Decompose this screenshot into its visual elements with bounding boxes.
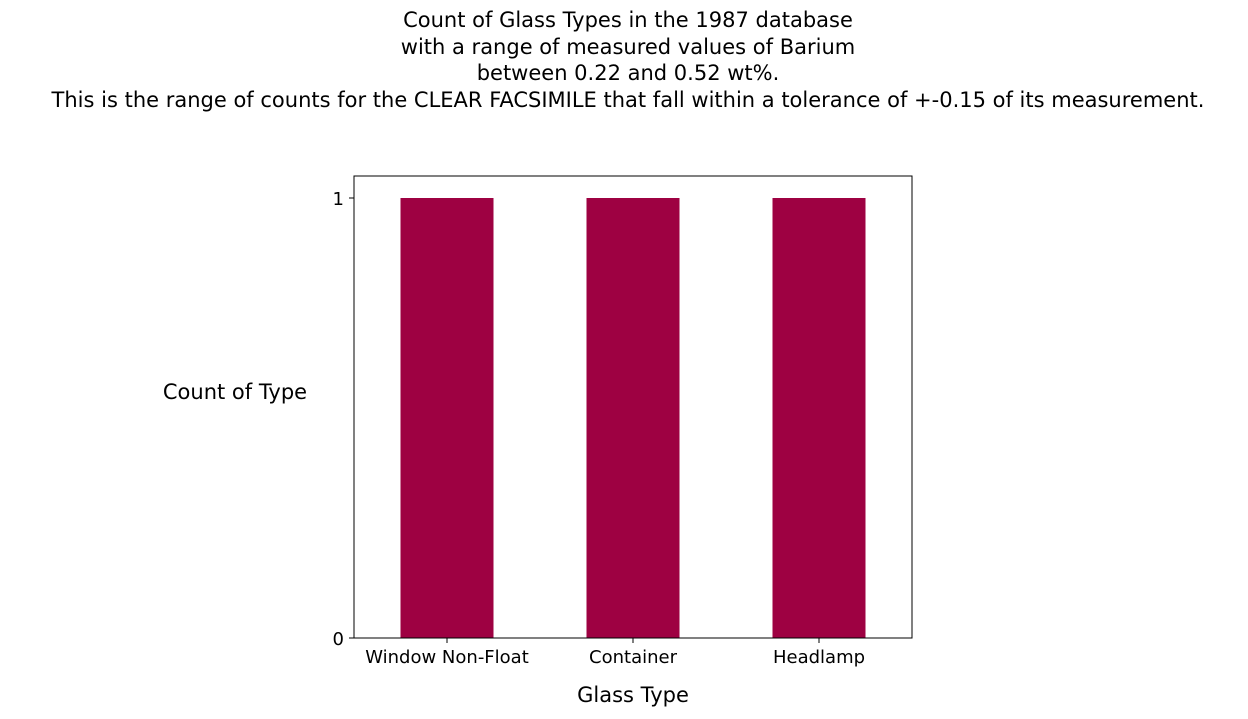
chart-title-line: Count of Glass Types in the 1987 databas…	[403, 8, 853, 32]
y-tick-label: 1	[333, 189, 344, 210]
plot-frame	[353, 175, 913, 639]
y-tick-label: 0	[333, 629, 344, 650]
chart-title-line: This is the range of counts for the CLEA…	[51, 87, 1205, 112]
x-tick-label: Container	[589, 647, 678, 668]
axes-layer: Window Non-Float Container Headlamp 0 1	[333, 175, 913, 668]
bars-layer	[400, 198, 866, 638]
x-axis-title: Glass Type	[577, 683, 689, 707]
y-axis-title: Count of Type	[162, 380, 308, 404]
chart-title-line: between 0.22 and 0.52 wt%.	[476, 61, 780, 85]
bar	[772, 198, 866, 638]
bar	[400, 198, 494, 638]
chart-title-line: with a range of measured values of Bariu…	[400, 34, 856, 59]
x-tick-label: Headlamp	[773, 647, 865, 668]
chart-title: Count of Glass Types in the 1987 databas…	[0, 7, 1248, 113]
bar	[586, 198, 680, 638]
x-tick-label: Window Non-Float	[365, 647, 529, 668]
